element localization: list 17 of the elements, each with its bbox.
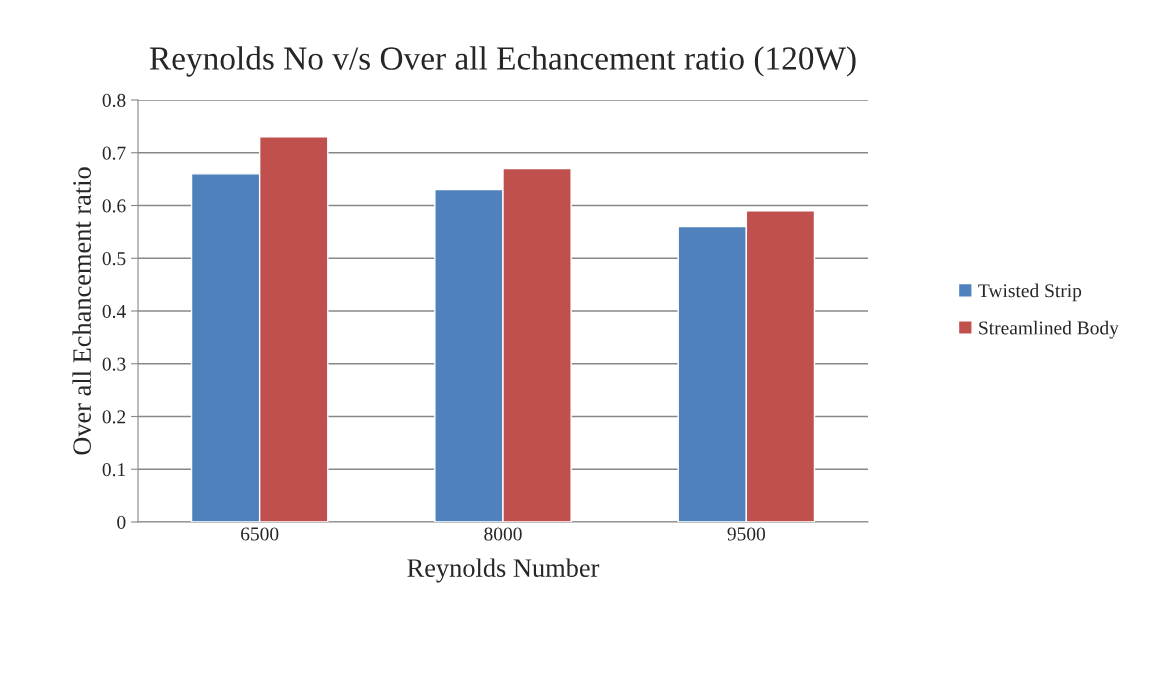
y-tick-label: 0.1 xyxy=(102,463,126,477)
y-tick-label: 0.6 xyxy=(102,199,126,213)
y-tick-label: 0 xyxy=(117,515,126,529)
chart-title: Reynolds No v/s Over all Echancement ratio (120W) xyxy=(149,46,856,77)
y-tick-label: 0.7 xyxy=(102,146,126,160)
x-tick-label: 8000 xyxy=(484,527,522,541)
y-tick-label: 0.8 xyxy=(102,93,126,108)
y-axis-title: Over all Echancement ratio xyxy=(72,167,91,455)
legend-label: Twisted Strip xyxy=(978,283,1082,302)
x-tick-label: 9500 xyxy=(727,527,766,541)
x-axis-title: Reynolds Number xyxy=(407,558,600,583)
y-tick-label: 0.3 xyxy=(102,357,126,371)
y-tick-label: 0.5 xyxy=(102,252,126,266)
x-tick-label: 6500 xyxy=(241,527,279,541)
y-tick-label: 0.2 xyxy=(102,410,126,424)
y-tick-label: 0.4 xyxy=(102,304,126,319)
legend-label: Streamlined Body xyxy=(979,320,1119,339)
